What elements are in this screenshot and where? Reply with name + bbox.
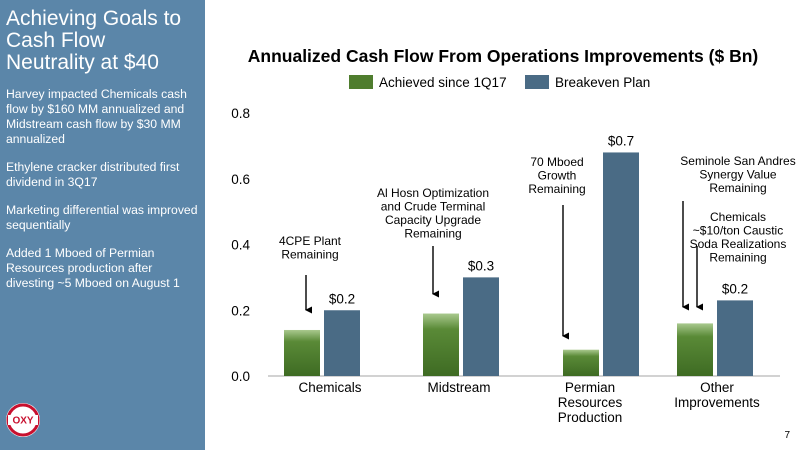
logo-text: OXY [12, 416, 33, 427]
bar-achieved [284, 329, 320, 376]
page-number: 7 [784, 430, 790, 441]
y-tick-label: 0.2 [231, 303, 250, 318]
bar-achieved [563, 349, 599, 376]
bar-achieved [677, 323, 713, 376]
bar-plan [717, 300, 753, 376]
x-category-label: Permian Resources Production [558, 380, 623, 425]
sidebar-bullet: Marketing differential was improved sequ… [6, 203, 198, 232]
x-category-label: Midstream [427, 380, 490, 395]
bar-plan [324, 310, 360, 376]
bar-plan [463, 277, 499, 376]
sidebar-bullet: Added 1 Mboed of Permian Resources produ… [6, 246, 180, 290]
sidebar: Achieving Goals to Cash Flow Neutrality … [0, 0, 205, 450]
bar-achieved [423, 313, 459, 376]
sidebar-title-line: Cash Flow [6, 29, 106, 52]
legend-swatch-plan [525, 75, 549, 89]
annotation-text: 4CPE Plant Remaining [279, 234, 342, 262]
y-axis: 0.0 0.2 0.4 0.6 0.8 [231, 106, 250, 384]
legend-label-achieved: Achieved since 1Q17 [379, 75, 507, 90]
sidebar-bullets: Harvey impacted Chemicals cash flow by $… [6, 87, 201, 304]
bars: $0.2 $0.3 $0.7 $0.2 [284, 133, 753, 376]
sidebar-title-line: Achieving Goals to [6, 7, 182, 30]
y-tick-label: 0.8 [231, 106, 250, 121]
annotation-text: 70 Mboed Growth Remaining [528, 155, 585, 196]
bar-plan-value-label: $0.3 [468, 258, 494, 273]
oxy-logo: OXY [6, 403, 40, 437]
bar-plan-value-label: $0.2 [329, 291, 355, 306]
annotation-text: Al Hosn Optimization and Crude Terminal Ca… [377, 186, 489, 241]
x-category-label: Other Improvements [674, 380, 760, 410]
sidebar-title-line: Neutrality at $40 [6, 51, 159, 74]
sidebar-bullet: Ethylene cracker distributed first divid… [6, 160, 180, 189]
legend: Achieved since 1Q17 Breakeven Plan [349, 75, 650, 90]
bar-plan-value-label: $0.7 [608, 133, 634, 148]
annotations: 4CPE Plant Remaining Al Hosn Optimization a… [279, 154, 796, 340]
annotation-text: Chemicals ~$10/ton Caustic Soda Realizatio… [690, 210, 787, 265]
annotation-text: Seminole San Andres Synergy Value Remainin… [680, 154, 795, 195]
legend-label-plan: Breakeven Plan [555, 75, 650, 90]
x-category-label: Chemicals [298, 380, 361, 395]
sidebar-title: Achieving Goals to Cash Flow Neutrality … [6, 8, 201, 74]
bar-plan-value-label: $0.2 [722, 281, 748, 296]
chart-title: Annualized Cash Flow From Operations Imp… [248, 46, 758, 66]
legend-swatch-achieved [349, 75, 373, 89]
y-tick-label: 0.4 [231, 238, 250, 253]
x-axis-labels: Chemicals Midstream Permian Resources Produc… [298, 380, 760, 425]
y-tick-label: 0.6 [231, 172, 250, 187]
sidebar-bullet: Harvey impacted Chemicals cash flow by $… [6, 87, 187, 146]
bar-plan [603, 152, 639, 376]
y-tick-label: 0.0 [231, 369, 250, 384]
